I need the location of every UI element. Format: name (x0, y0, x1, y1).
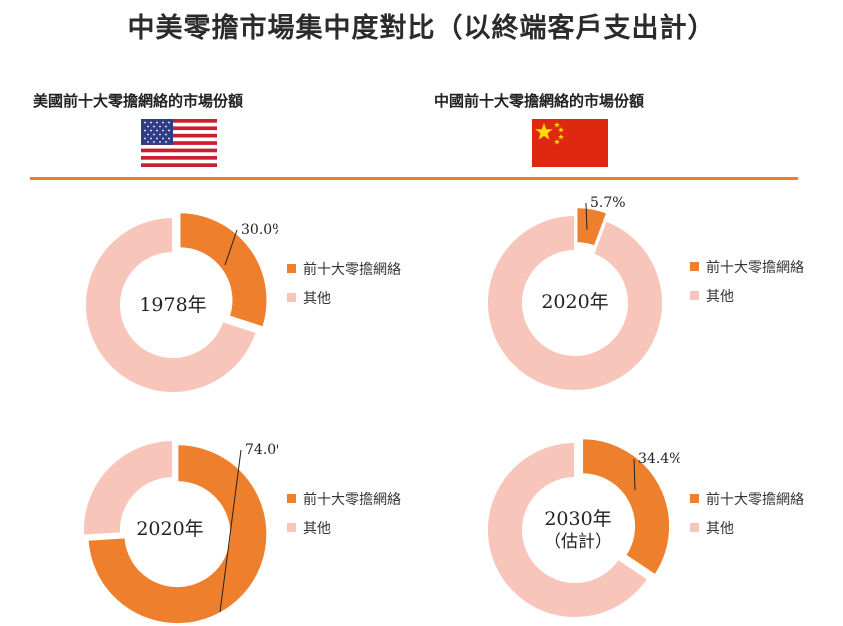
center-label-year: 2030年 (544, 508, 611, 530)
legend-label-others: 其他 (706, 288, 734, 305)
legend-label-others: 其他 (303, 290, 331, 307)
legend-swatch-top10 (287, 264, 296, 273)
legend-swatch-others (287, 293, 296, 302)
legend-swatch-others (690, 523, 699, 532)
legend-swatch-others (690, 291, 699, 300)
center-label-estimate: （估計） (544, 532, 612, 552)
legend-label-top10: 前十大零擔網絡 (303, 491, 401, 508)
legend-cn-2020: 前十大零擔網絡 其他 (690, 252, 804, 310)
section-divider (30, 177, 798, 180)
us-flag-icon (141, 119, 217, 167)
legend-label-top10: 前十大零擔網絡 (706, 491, 804, 508)
donut-chart-cn-2020: 5.7% 2020年 (486, 195, 664, 392)
legend-label-top10: 前十大零擔網絡 (706, 259, 804, 276)
slice-others (84, 215, 258, 394)
legend-us-1978: 前十大零擔網絡 其他 (287, 254, 401, 312)
legend-swatch-top10 (690, 262, 699, 271)
legend-label-top10: 前十大零擔網絡 (303, 261, 401, 278)
legend-swatch-top10 (287, 494, 296, 503)
legend-item-others: 其他 (690, 281, 804, 310)
legend-label-others: 其他 (706, 520, 734, 537)
legend-cn-2030: 前十大零擔網絡 其他 (690, 484, 804, 542)
legend-item-others: 其他 (287, 513, 401, 542)
donut-chart-us-2020: 74.0% 2020年 (82, 438, 278, 625)
data-label-top10: 74.0% (245, 442, 278, 458)
us-region-heading: 美國前十大零擔網絡的市場份額 (33, 92, 244, 110)
data-label-leader (633, 458, 636, 491)
legend-swatch-top10 (690, 494, 699, 503)
data-label-top10: 5.7% (590, 195, 626, 211)
data-label-top10: 30.0% (241, 222, 278, 238)
page-title: 中美零擔市場集中度對比（以終端客戶支出計） (127, 13, 716, 44)
center-label-year: 1978年 (139, 294, 206, 316)
slice-others (486, 440, 650, 619)
center-label-year: 2020年 (541, 291, 608, 313)
data-label-leader (224, 229, 238, 266)
legend-label-others: 其他 (303, 520, 331, 537)
legend-item-top10: 前十大零擔網絡 (287, 484, 401, 513)
center-label-year: 2020年 (136, 518, 203, 540)
cn-region-heading: 中國前十大零擔網絡的市場份額 (434, 92, 645, 110)
cn-flag-icon (532, 119, 608, 167)
slice-top10 (178, 211, 269, 329)
legend-item-top10: 前十大零擔網絡 (690, 484, 804, 513)
slice-others (82, 438, 174, 537)
slice-others (486, 213, 664, 392)
legend-us-2020: 前十大零擔網絡 其他 (287, 484, 401, 542)
slice-top10 (581, 437, 672, 577)
legend-item-top10: 前十大零擔網絡 (690, 252, 804, 281)
donut-chart-us-1978: 30.0% 1978年 (84, 211, 278, 394)
donut-chart-cn-2030: 34.4% 2030年 （估計） (486, 437, 680, 619)
legend-item-others: 其他 (287, 283, 401, 312)
data-label-leader (219, 449, 242, 613)
legend-item-top10: 前十大零擔網絡 (287, 254, 401, 283)
legend-swatch-others (287, 523, 296, 532)
data-label-top10: 34.4% (638, 451, 680, 467)
data-label-leader (585, 202, 588, 231)
legend-item-others: 其他 (690, 513, 804, 542)
